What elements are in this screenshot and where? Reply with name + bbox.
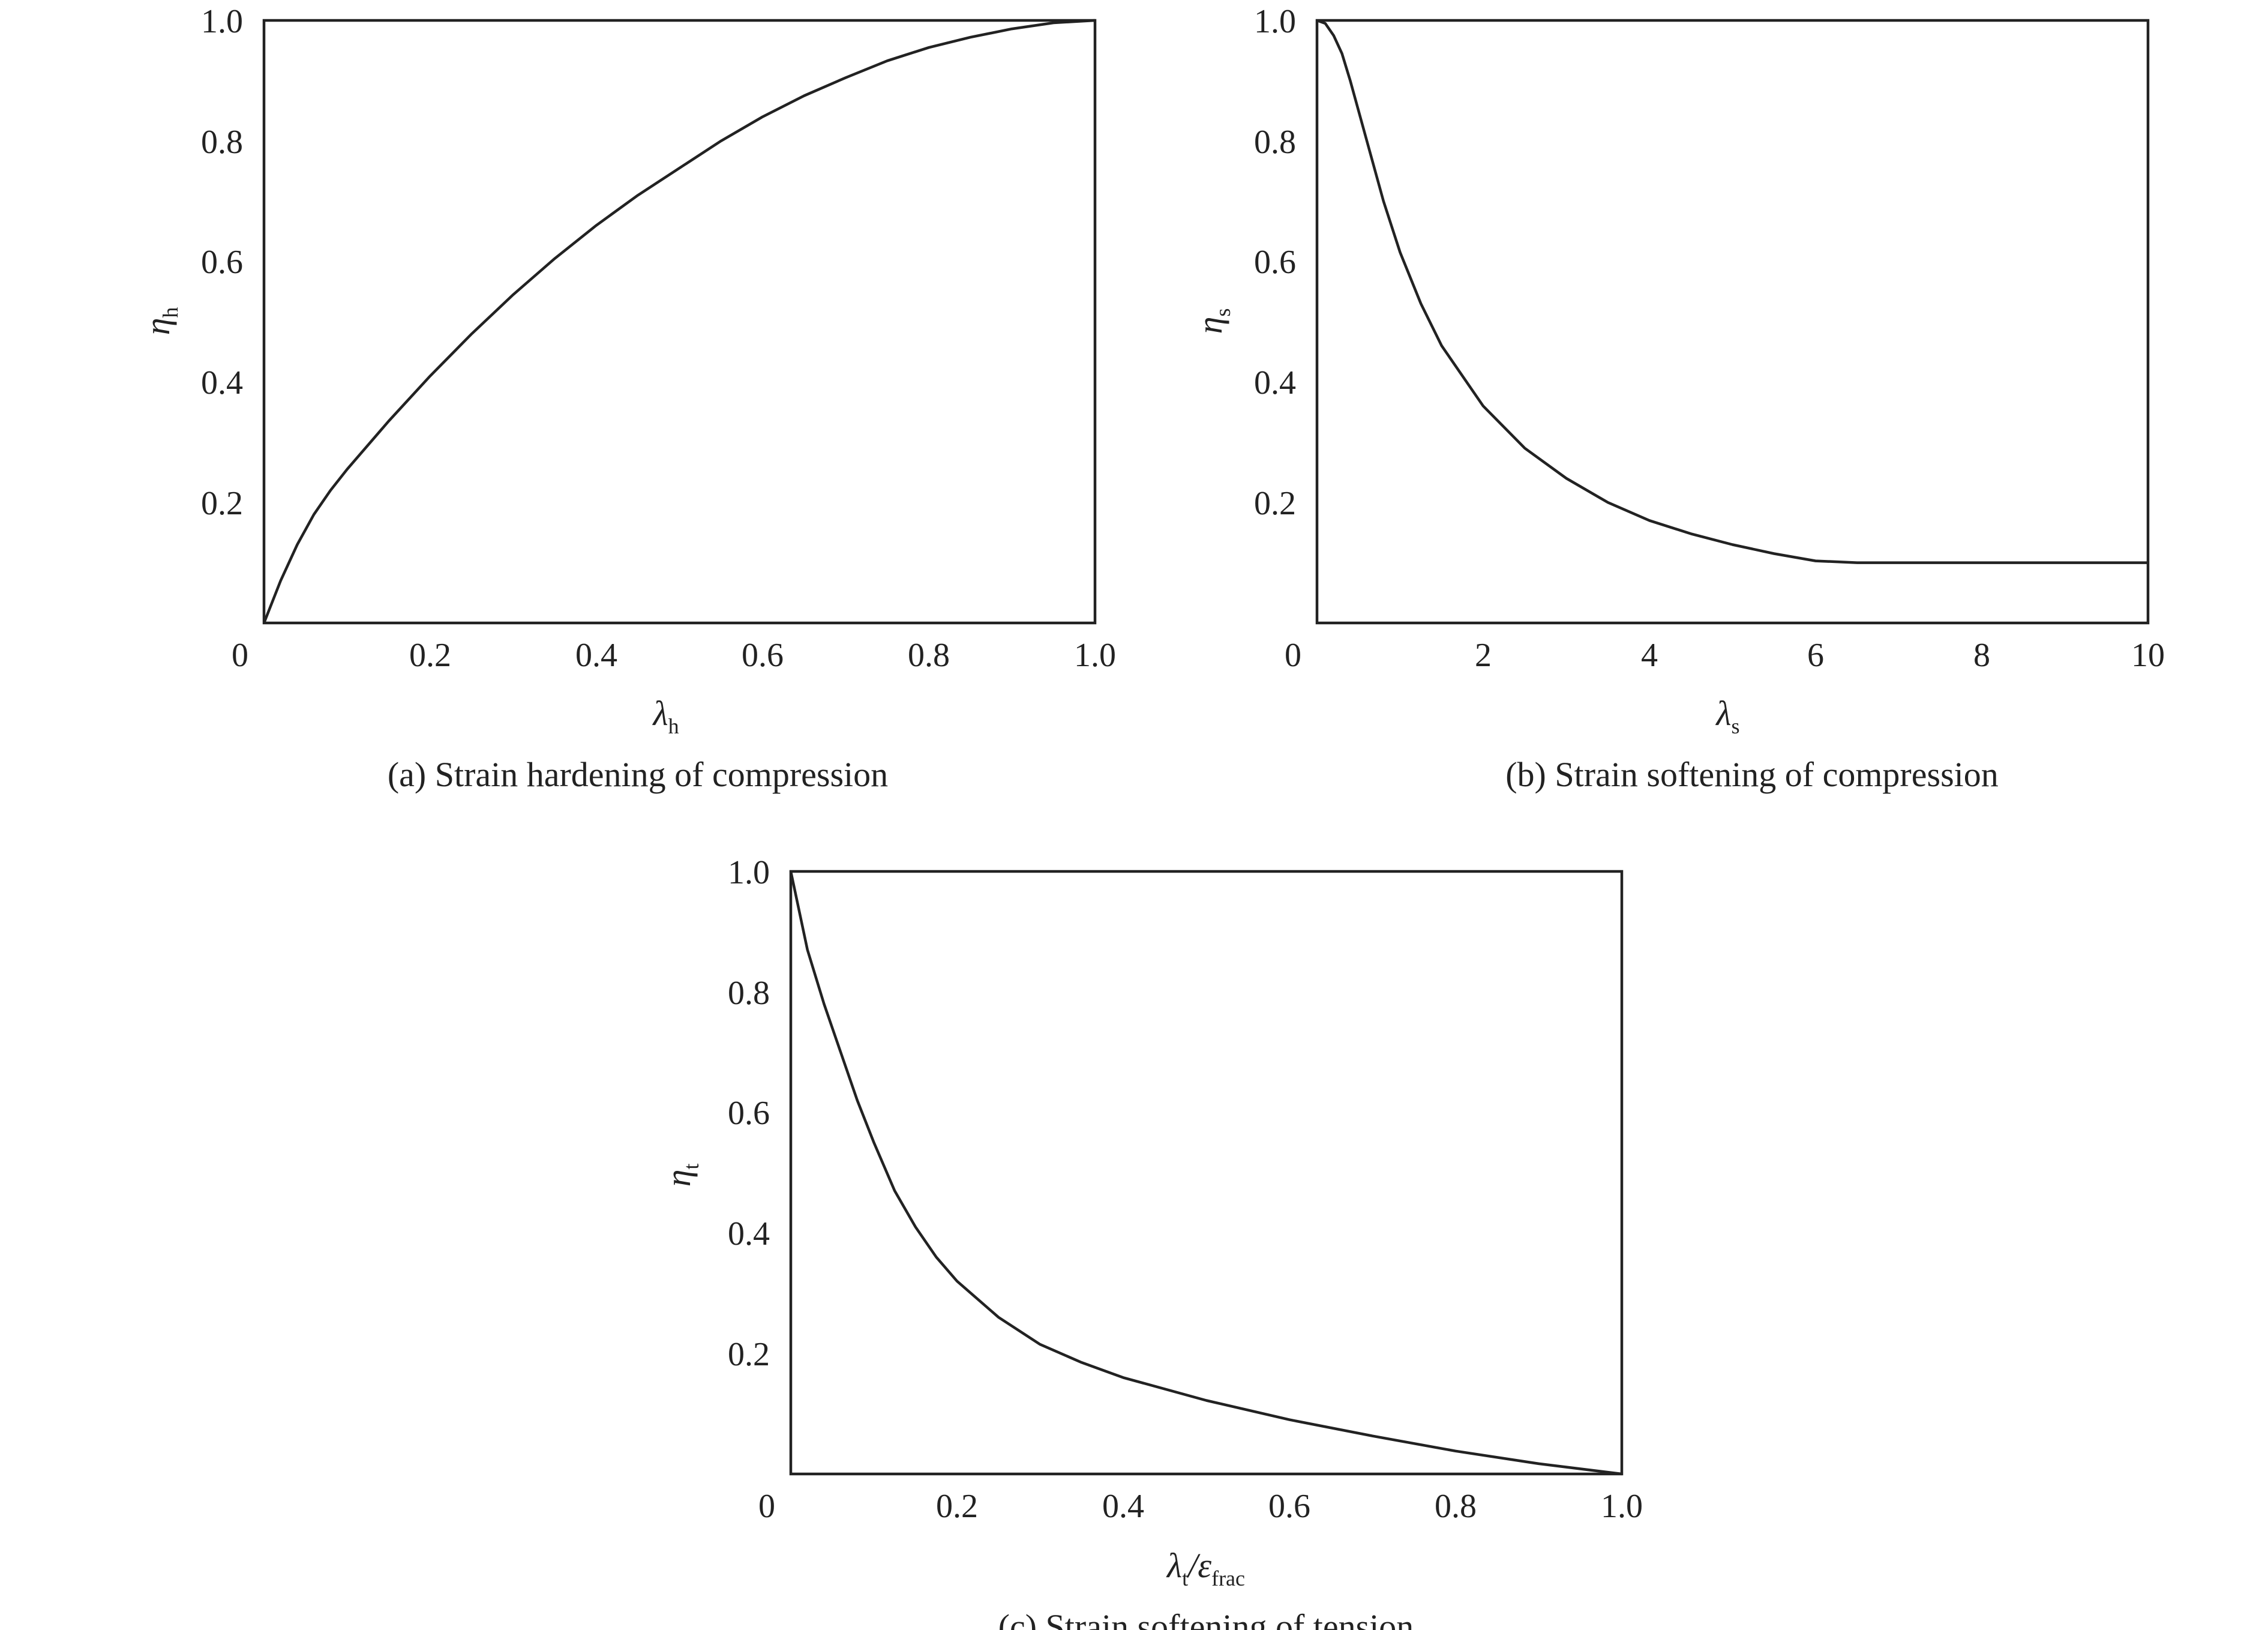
- y-tick-label: 0.8: [201, 124, 243, 161]
- x-axis-label-b: λs: [1715, 694, 1739, 738]
- y-tick-label: 1.0: [201, 3, 243, 40]
- x-tick-label: 0: [232, 637, 248, 674]
- y-tick-label: 1.0: [1254, 3, 1296, 40]
- x-tick-label: 4: [1641, 637, 1658, 674]
- y-tick-label: 0.6: [728, 1095, 770, 1132]
- caption-b: (b) Strain softening of compression: [1505, 755, 1999, 794]
- series-line: [262, 19, 1096, 624]
- y-tick-label: 0.4: [1254, 364, 1296, 401]
- panel-c: 0 0.2 0.4 0.6 0.8 1.0 0.2 0.4 0.6 0.8 1.…: [659, 854, 1643, 1630]
- series-line: [789, 871, 1622, 1476]
- x-ticks-c: 0 0.2 0.4 0.6 0.8 1.0: [758, 1488, 1643, 1525]
- plot-frame-b: [1315, 19, 2150, 625]
- y-tick-label: 0.2: [1254, 485, 1296, 522]
- y-ticks-c: 0.2 0.4 0.6 0.8 1.0: [728, 854, 770, 1373]
- series-line: [1316, 19, 2148, 564]
- y-tick-label: 0.6: [201, 244, 243, 281]
- y-tick-label: 0.8: [1254, 124, 1296, 161]
- y-axis-label-b: ηs: [1190, 308, 1235, 334]
- x-axis-label-c: λt/εfrac: [1166, 1546, 1245, 1590]
- panel-a: 0 0.2 0.4 0.6 0.8 1.0 0.2 0.4 0.6 0.8 1.…: [138, 3, 1116, 794]
- x-ticks-b: 0 2 4 6 8 10: [1285, 637, 2165, 674]
- x-tick-label: 10: [2131, 637, 2165, 674]
- y-tick-label: 0.2: [728, 1336, 770, 1373]
- plot-frame-c: [789, 870, 1624, 1476]
- caption-c: (c) Strain softening of tension: [998, 1607, 1414, 1630]
- y-tick-label: 0.6: [1254, 244, 1296, 281]
- x-tick-label: 8: [1973, 637, 1990, 674]
- y-ticks-b: 0.2 0.4 0.6 0.8 1.0: [1254, 3, 1296, 522]
- x-tick-label: 0.2: [409, 637, 451, 674]
- x-tick-label: 1.0: [1601, 1488, 1643, 1525]
- plot-frame-a: [262, 19, 1097, 625]
- y-axis-label-a: ηh: [138, 307, 182, 335]
- x-tick-label: 0.6: [742, 637, 784, 674]
- y-tick-label: 0.4: [201, 364, 243, 401]
- x-tick-label: 0.2: [936, 1488, 978, 1525]
- caption-a: (a) Strain hardening of compression: [388, 755, 888, 794]
- x-axis-label-a: λh: [652, 694, 679, 738]
- x-tick-label: 0: [758, 1488, 775, 1525]
- x-tick-label: 0.8: [908, 637, 950, 674]
- x-ticks-a: 0 0.2 0.4 0.6 0.8 1.0: [232, 637, 1116, 674]
- x-tick-label: 0.8: [1435, 1488, 1477, 1525]
- x-tick-label: 2: [1475, 637, 1492, 674]
- x-tick-label: 1.0: [1074, 637, 1116, 674]
- x-tick-label: 0.6: [1268, 1488, 1310, 1525]
- series-group-c: [789, 871, 1622, 1476]
- x-tick-label: 0.4: [1102, 1488, 1144, 1525]
- series-group-a: [262, 19, 1096, 624]
- x-tick-label: 0.4: [575, 637, 617, 674]
- panel-b: 0 2 4 6 8 10 0.2 0.4 0.6 0.8 1.0 λs ηs (…: [1190, 3, 2165, 794]
- y-axis-label-c: ηt: [659, 1164, 703, 1187]
- y-tick-label: 0.8: [728, 975, 770, 1012]
- y-tick-label: 0.2: [201, 485, 243, 522]
- x-tick-label: 0: [1285, 637, 1301, 674]
- y-ticks-a: 0.2 0.4 0.6 0.8 1.0: [201, 3, 243, 522]
- y-tick-label: 1.0: [728, 854, 770, 891]
- y-tick-label: 0.4: [728, 1215, 770, 1253]
- x-tick-label: 6: [1807, 637, 1824, 674]
- series-group-b: [1316, 19, 2148, 564]
